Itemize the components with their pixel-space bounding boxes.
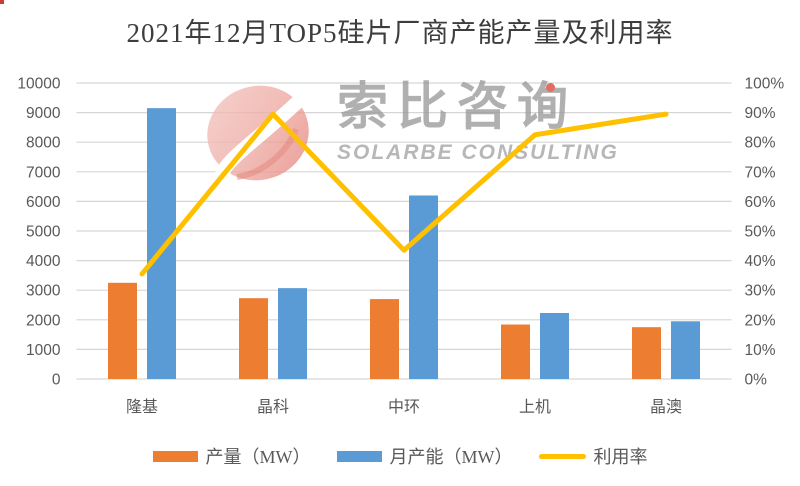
watermark-accent-dot bbox=[545, 83, 555, 92]
left-axis-tick-label: 0 bbox=[52, 372, 61, 389]
right-axis-tick-label: 80% bbox=[745, 135, 776, 152]
capacity-swatch-icon bbox=[336, 450, 382, 462]
bar-production-上机 bbox=[501, 324, 530, 379]
legend-item-utilization: 利用率 bbox=[538, 443, 648, 469]
legend-item-capacity: 月产能（MW） bbox=[336, 443, 513, 469]
bar-capacity-中环 bbox=[409, 195, 438, 379]
page-title: 2021年12月TOP5硅片厂商产能产量及利用率 bbox=[126, 18, 674, 48]
left-axis-tick-label: 1000 bbox=[26, 342, 61, 359]
left-axis-tick-label: 10000 bbox=[17, 76, 60, 93]
right-axis-tick-label: 70% bbox=[745, 164, 776, 181]
right-axis-tick-label: 10% bbox=[745, 342, 776, 359]
left-axis-tick-label: 9000 bbox=[26, 105, 61, 122]
bar-capacity-晶澳 bbox=[671, 321, 700, 379]
left-axis-tick-label: 3000 bbox=[26, 283, 61, 300]
bar-production-晶澳 bbox=[632, 327, 661, 379]
watermark-en-text: SOLARBE CONSULTING bbox=[337, 140, 619, 164]
left-axis-tick-label: 2000 bbox=[26, 312, 61, 329]
category-label-晶科: 晶科 bbox=[257, 398, 289, 416]
right-axis-tick-label: 90% bbox=[745, 105, 776, 122]
utilization-line bbox=[139, 111, 669, 277]
left-axis-tick-label: 5000 bbox=[26, 224, 61, 241]
right-axis-tick-label: 30% bbox=[745, 283, 776, 300]
corner-marker bbox=[0, 0, 4, 4]
bar-production-隆基 bbox=[108, 282, 137, 379]
bar-capacity-上机 bbox=[540, 312, 569, 379]
left-axis-tick-label: 6000 bbox=[26, 194, 61, 211]
right-axis-tick-label: 20% bbox=[745, 312, 776, 329]
category-label-中环: 中环 bbox=[388, 398, 420, 416]
left-axis-tick-label: 4000 bbox=[26, 253, 61, 270]
watermark-cn-text: 索比咨询 bbox=[337, 78, 578, 137]
category-label-晶澳: 晶澳 bbox=[650, 398, 682, 416]
right-axis-tick-label: 40% bbox=[745, 253, 776, 270]
right-axis-tick-label: 100% bbox=[745, 76, 785, 93]
solarbe-logo-icon bbox=[207, 85, 310, 181]
legend-label-capacity: 月产能（MW） bbox=[389, 447, 513, 467]
watermark: 索比咨询 SOLARBE CONSULTING bbox=[203, 81, 619, 187]
left-axis-tick-label: 8000 bbox=[26, 135, 61, 152]
left-axis-tick-label: 7000 bbox=[26, 164, 61, 181]
bar-production-晶科 bbox=[239, 298, 268, 379]
production-swatch-icon bbox=[152, 450, 198, 462]
bar-capacity-晶科 bbox=[278, 288, 307, 379]
chart-legend: 产量（MW） 月产能（MW） 利用率 bbox=[0, 443, 800, 469]
right-axis-tick-label: 60% bbox=[745, 194, 776, 211]
utilization-line-swatch-icon bbox=[538, 453, 586, 459]
bar-capacity-隆基 bbox=[147, 108, 176, 379]
category-label-隆基: 隆基 bbox=[126, 398, 158, 416]
right-axis-tick-label: 0% bbox=[745, 372, 768, 389]
legend-label-utilization: 利用率 bbox=[593, 447, 648, 467]
bar-production-中环 bbox=[370, 299, 399, 379]
category-label-上机: 上机 bbox=[519, 398, 551, 416]
legend-label-production: 产量（MW） bbox=[205, 447, 311, 467]
legend-item-production: 产量（MW） bbox=[152, 443, 311, 469]
right-axis-tick-label: 50% bbox=[745, 224, 776, 241]
